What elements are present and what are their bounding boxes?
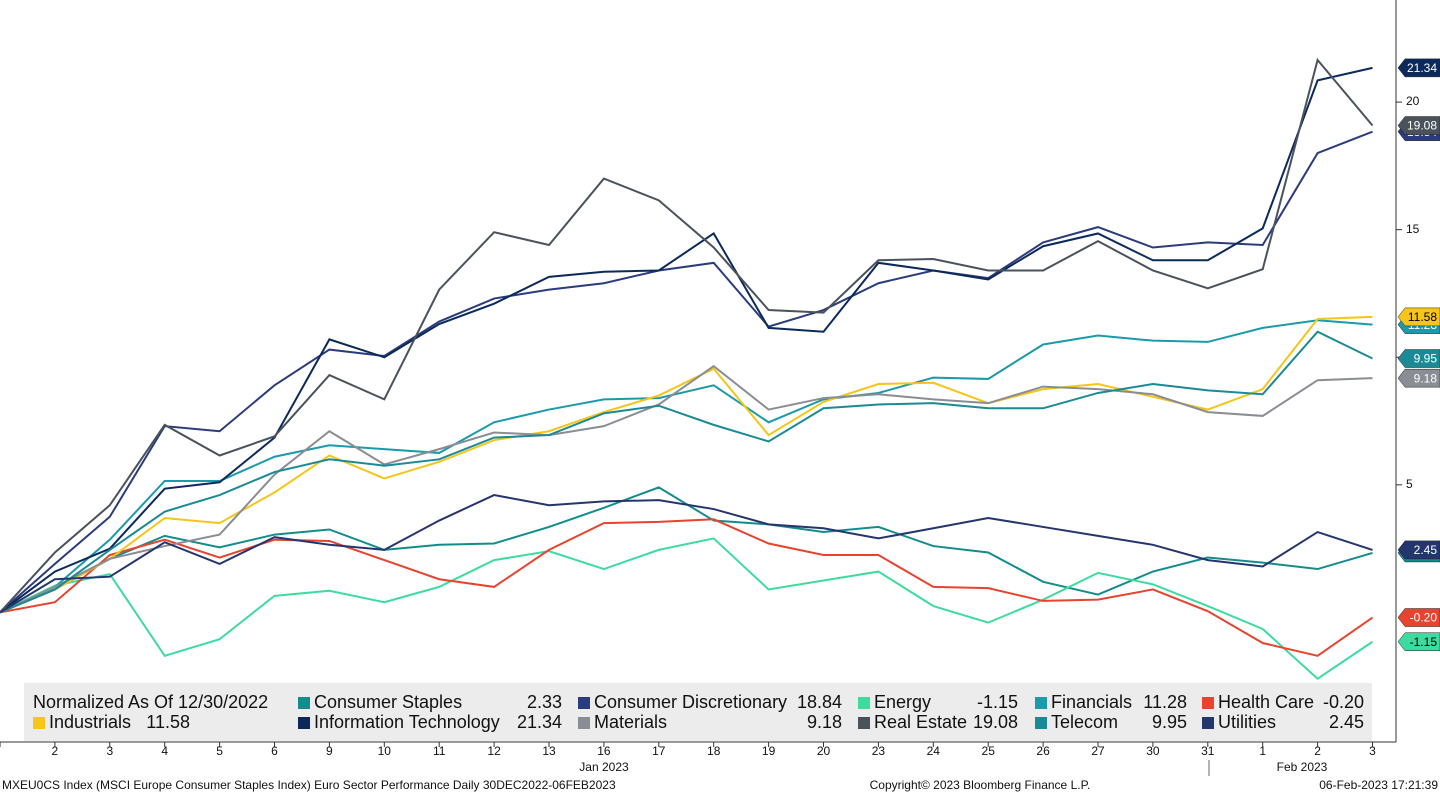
legend-swatch: [578, 697, 590, 709]
end-tag: [1397, 632, 1440, 652]
x-tick-label: 26: [1036, 744, 1050, 758]
legend-value: 18.84: [797, 692, 842, 712]
legend-label: Information Technology: [314, 712, 500, 732]
legend-label: Consumer Discretionary: [594, 692, 787, 712]
legend-value: 9.18: [807, 712, 842, 732]
x-tick-label: 16: [597, 744, 611, 758]
end-tag: [1397, 608, 1440, 627]
legend-swatch: [1035, 697, 1047, 709]
month-label: Jan 2023: [579, 760, 629, 774]
x-tick-label: 1: [1259, 744, 1266, 758]
legend-label: Telecom: [1051, 712, 1118, 732]
x-tick-label: 4: [161, 744, 168, 758]
legend-label: Health Care: [1218, 692, 1314, 712]
x-tick-label: 3: [1369, 744, 1376, 758]
series-line: [0, 493, 1373, 614]
x-tick-label: 27: [1091, 744, 1105, 758]
x-tick-label: 6: [271, 744, 278, 758]
x-tick-label: 13: [542, 744, 556, 758]
end-tag: [1397, 307, 1440, 327]
x-tick-label: 11: [433, 744, 446, 758]
x-tick-label: 20: [817, 744, 831, 758]
legend-label: Real Estate: [874, 712, 967, 732]
x-tick-label: 12: [487, 744, 501, 758]
footer-left: MXEU0CS Index (MSCI Europe Consumer Stap…: [2, 778, 616, 792]
legend-swatch: [298, 697, 310, 709]
legend-label: Financials: [1051, 692, 1132, 712]
legend-swatch: [1202, 717, 1214, 729]
end-tag: [1397, 116, 1440, 135]
legend-title: Normalized As Of 12/30/2022: [33, 692, 268, 712]
x-tick-label: 2: [52, 744, 59, 758]
footer-center: Copyright© 2023 Bloomberg Finance L.P.: [870, 778, 1091, 792]
legend-value: 2.33: [527, 692, 562, 712]
series-line: [0, 364, 1373, 614]
x-tick-label: 30: [1146, 744, 1160, 758]
y-tick-label: 5: [1406, 477, 1413, 491]
legend-value: -0.20: [1323, 692, 1364, 712]
legend-swatch: [298, 717, 310, 729]
end-tag: [1397, 368, 1440, 388]
x-tick-label: 19: [762, 744, 776, 758]
legend-box: [24, 683, 1372, 741]
end-tag: [1397, 349, 1440, 368]
legend-swatch: [1202, 697, 1214, 709]
series-line: [0, 57, 1374, 614]
end-tag: [1397, 540, 1440, 560]
x-tick-label: 23: [872, 744, 886, 758]
legend-label: Utilities: [1218, 712, 1276, 732]
legend-label: Energy: [874, 692, 931, 712]
legend-value: 21.34: [517, 712, 562, 732]
legend-value: 9.95: [1152, 712, 1187, 732]
series-line: [0, 486, 1373, 614]
legend-swatch: [858, 717, 870, 729]
legend-value: 2.45: [1329, 712, 1364, 732]
x-tick-label: 3: [106, 744, 113, 758]
series-line: [0, 130, 1373, 614]
legend-swatch: [33, 717, 45, 729]
end-tag-label: 9.95: [1414, 352, 1438, 366]
month-label: Feb 2023: [1277, 760, 1328, 774]
y-tick-label: 15: [1406, 222, 1420, 236]
x-tick-label: 24: [927, 744, 941, 758]
series-line: [0, 315, 1373, 614]
legend-value: 19.08: [973, 712, 1018, 732]
footer-right: 06-Feb-2023 17:21:39: [1319, 778, 1438, 792]
end-tag-label: 21.34: [1407, 61, 1437, 75]
end-tag-label: -1.15: [1410, 635, 1438, 649]
legend-label: Industrials: [49, 712, 131, 732]
legend-swatch: [1035, 717, 1047, 729]
end-tag-label: 9.18: [1414, 371, 1438, 385]
x-tick-label: 31: [1201, 744, 1215, 758]
legend-value: 11.28: [1143, 692, 1187, 712]
x-tick-label: 25: [982, 744, 996, 758]
series-line: [0, 330, 1373, 614]
end-tag-label: 19.08: [1407, 119, 1437, 133]
x-tick-label: 18: [707, 744, 721, 758]
legend-value: -1.15: [977, 692, 1018, 712]
series-line: [0, 66, 1373, 614]
legend-label: Materials: [594, 712, 667, 732]
series-line: [0, 319, 1373, 614]
legend-label: Consumer Staples: [314, 692, 462, 712]
series-line: [0, 518, 1374, 657]
end-tag-label: 2.45: [1414, 543, 1438, 557]
x-tick-label: 17: [652, 744, 666, 758]
y-tick-label: 20: [1406, 94, 1420, 108]
series-line: [0, 537, 1374, 681]
end-tag-label: -0.20: [1410, 611, 1438, 625]
legend-swatch: [858, 697, 870, 709]
x-tick-label: 10: [378, 744, 392, 758]
end-tag-label: 11.58: [1408, 310, 1437, 324]
x-tick-label: 5: [216, 744, 223, 758]
x-tick-label: 2: [1314, 744, 1321, 758]
x-tick-label: 9: [326, 744, 333, 758]
legend-value: 11.58: [146, 712, 190, 732]
legend-swatch: [578, 717, 590, 729]
end-tag: [1397, 58, 1440, 78]
